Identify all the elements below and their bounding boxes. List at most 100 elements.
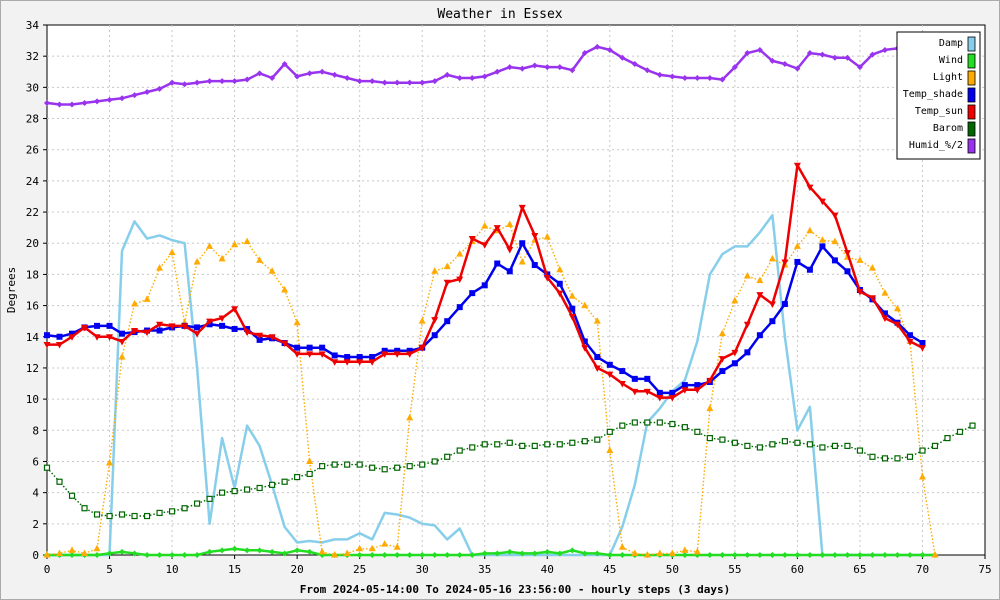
data-point (819, 552, 826, 558)
data-point (294, 473, 301, 481)
data-point (269, 481, 276, 488)
data-point (644, 375, 651, 382)
data-point (231, 487, 238, 495)
data-point (406, 351, 414, 358)
data-point (494, 441, 501, 448)
data-point (306, 70, 313, 77)
data-point (331, 359, 339, 366)
data-point (344, 354, 351, 361)
data-point (393, 351, 401, 358)
data-point (331, 352, 338, 359)
data-point (268, 334, 276, 341)
y-tick-label: 2 (32, 518, 39, 531)
data-point (243, 329, 251, 337)
data-point (694, 75, 701, 81)
series-lines (43, 43, 976, 558)
data-point (119, 330, 126, 337)
data-point (643, 551, 651, 558)
data-point (181, 81, 188, 88)
data-point (293, 351, 301, 358)
y-tick-label: 28 (26, 113, 39, 126)
data-point (531, 442, 538, 449)
data-point (781, 438, 788, 445)
data-point (256, 547, 263, 554)
data-point (456, 75, 463, 81)
data-point (193, 331, 201, 338)
data-point (631, 419, 638, 426)
data-point (118, 511, 126, 518)
data-point (281, 550, 288, 557)
data-point (906, 552, 913, 558)
data-point (319, 463, 326, 470)
data-point (631, 60, 638, 67)
series-group (43, 419, 976, 520)
data-point (431, 317, 439, 324)
data-point (806, 441, 814, 448)
data-point (556, 64, 563, 71)
data-point (831, 552, 838, 558)
data-point (369, 354, 376, 361)
data-point (56, 549, 64, 556)
data-point (419, 552, 426, 558)
data-point (731, 349, 739, 357)
data-point (769, 552, 776, 558)
data-point (806, 266, 813, 273)
data-point (56, 333, 63, 340)
data-point (681, 382, 688, 389)
data-point (56, 478, 63, 485)
data-point (919, 447, 926, 454)
data-point (506, 220, 514, 228)
data-point (544, 64, 551, 71)
data-point (894, 455, 901, 462)
data-point (206, 548, 213, 555)
data-point (831, 442, 839, 449)
data-point (569, 305, 576, 312)
data-point (618, 543, 626, 550)
data-point (881, 455, 889, 462)
data-point (731, 360, 738, 367)
data-point (194, 324, 201, 331)
data-point (194, 552, 201, 558)
data-point (781, 552, 788, 558)
legend-label: Wind (939, 55, 963, 66)
data-point (794, 552, 801, 558)
data-point (881, 289, 889, 296)
data-point (394, 464, 401, 471)
data-point (769, 318, 776, 325)
data-point (806, 226, 814, 234)
data-point (168, 323, 176, 330)
data-point (643, 388, 651, 396)
data-point (581, 438, 588, 445)
data-point (193, 257, 201, 265)
x-tick-label: 70 (916, 563, 929, 576)
data-point (656, 389, 663, 396)
data-point (906, 453, 914, 460)
data-point (631, 549, 639, 556)
data-point (756, 46, 763, 53)
y-tick-label: 32 (26, 50, 39, 63)
data-point (556, 280, 563, 287)
data-point (394, 347, 401, 354)
data-point (269, 548, 276, 555)
data-point (706, 75, 713, 81)
data-point (606, 446, 614, 454)
data-point (806, 552, 813, 558)
y-tick-label: 12 (26, 362, 39, 375)
data-point (506, 548, 513, 555)
data-point (594, 43, 601, 50)
data-point (206, 242, 214, 249)
data-point (881, 315, 889, 323)
data-point (581, 338, 588, 345)
x-tick-label: 15 (228, 563, 241, 576)
data-point (131, 328, 139, 335)
data-point (444, 318, 451, 325)
series-group (44, 43, 901, 108)
data-point (381, 466, 388, 473)
data-point (581, 301, 589, 309)
data-point (44, 332, 50, 339)
data-point (594, 354, 601, 361)
data-point (519, 65, 526, 72)
data-point (156, 321, 164, 329)
data-point (431, 78, 438, 85)
